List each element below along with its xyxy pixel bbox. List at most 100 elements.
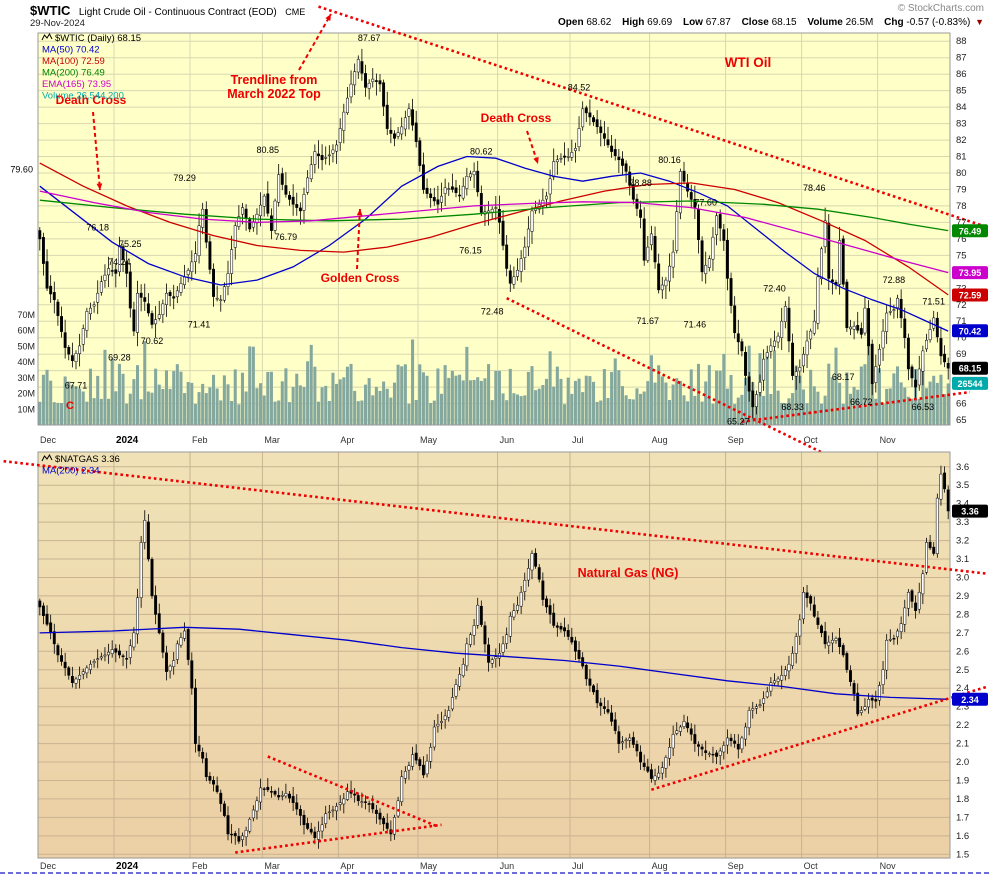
x-axis-label: Feb — [192, 861, 208, 871]
price-label: 74.24 — [108, 257, 131, 267]
natgas-ma200-line — [39, 626, 949, 700]
candles — [38, 48, 950, 419]
x-axis-label: Apr — [340, 861, 354, 871]
quote-row: Open 68.62 High 69.69 Low 67.87 Close 68… — [550, 17, 984, 28]
legend-item: MA(50) 70.42 — [42, 45, 100, 56]
svg-text:40M: 40M — [17, 357, 35, 367]
svg-text:2.9: 2.9 — [956, 591, 969, 602]
grid — [38, 33, 950, 425]
sparkline-icon — [41, 32, 53, 41]
svg-text:3.36: 3.36 — [961, 507, 979, 517]
price-label: 67.71 — [65, 381, 88, 391]
wtic-chart: 79.60 76.18 74.24 75.25 67.71 69.28 70.62 71.41… — [10, 5, 989, 465]
annotation-text: WTI Oil — [725, 55, 772, 70]
sparkline-icon — [41, 453, 53, 462]
quote-open-value: 68.62 — [586, 17, 612, 28]
arrowhead-icon — [96, 183, 103, 190]
arrowhead-icon — [356, 209, 363, 216]
svg-text:3.2: 3.2 — [956, 536, 969, 547]
natgas-background — [38, 510, 950, 540]
axis-badge: 70.42 — [952, 324, 988, 338]
svg-text:3.1: 3.1 — [956, 554, 969, 565]
price-label: 68.33 — [781, 402, 804, 412]
x-axis-label: 2024 — [116, 435, 139, 446]
x-axis-label: 2024 — [116, 861, 139, 872]
annotation-arrow — [298, 13, 332, 71]
x-axis-label: Oct — [804, 861, 819, 871]
natgas-background — [38, 539, 950, 569]
svg-text:50M: 50M — [17, 341, 35, 351]
x-axis-label: Oct — [804, 435, 819, 445]
svg-text:2.4: 2.4 — [956, 683, 969, 694]
svg-text:2.3: 2.3 — [956, 702, 969, 713]
price-label: 70.62 — [141, 336, 164, 346]
natgas-background — [38, 771, 950, 801]
axis-badge: 72.59 — [952, 288, 988, 302]
price-label: 75.25 — [119, 239, 142, 249]
annotation-arrow — [356, 208, 361, 270]
price-label: 72.48 — [481, 306, 504, 316]
price-label: 71.41 — [188, 320, 211, 330]
legend-item: $WTIC (Daily) 68.15 — [55, 33, 141, 44]
svg-text:86: 86 — [956, 69, 967, 80]
axis-badge: 73.95 — [952, 266, 988, 280]
volume-axis: 70M 60M 50M 40M 30M 20M 10M — [17, 310, 35, 414]
arrowhead-icon — [325, 14, 331, 21]
svg-text:3.4: 3.4 — [956, 499, 969, 510]
annotation-text: March 2022 Top — [227, 87, 321, 101]
x-axis-label: Mar — [264, 435, 280, 445]
quote-change-value: -0.57 (-0.83%) — [906, 17, 971, 28]
price-label: 80.62 — [470, 147, 493, 157]
svg-text:3.5: 3.5 — [956, 480, 969, 491]
svg-text:1.5: 1.5 — [956, 849, 969, 860]
price-label: 71.67 — [637, 316, 660, 326]
legend-item: MA(200) 76.49 — [42, 68, 105, 79]
trendline — [235, 823, 442, 854]
plot-border — [37, 451, 951, 859]
svg-text:65: 65 — [956, 415, 967, 426]
annotation-text: Golden Cross — [321, 271, 400, 285]
x-axis-label: Jul — [572, 435, 584, 445]
quote-close-value: 68.15 — [771, 17, 797, 28]
svg-text:71: 71 — [956, 316, 967, 327]
price-label: 79.29 — [173, 173, 196, 183]
grid — [38, 452, 950, 858]
annotation-text: C — [66, 400, 74, 412]
price-label: 71.51 — [922, 297, 945, 307]
price-label: 69.28 — [108, 353, 131, 363]
svg-text:72: 72 — [956, 300, 967, 311]
natgas-background — [38, 800, 950, 830]
trendline — [3, 459, 989, 576]
svg-text:76.49: 76.49 — [959, 226, 982, 236]
x-axis: Dec 2024 Feb Mar Apr May Jun Jul Aug Sep Oct Nov — [40, 435, 896, 446]
x-axis-label: Mar — [264, 861, 280, 871]
price-label: 71.46 — [684, 320, 707, 330]
quote-open: Open 68.62 — [558, 17, 611, 28]
svg-text:85: 85 — [956, 86, 967, 97]
quote-change: Chg -0.57 (-0.83%) — [884, 17, 970, 28]
svg-text:82: 82 — [956, 135, 967, 146]
svg-text:76: 76 — [956, 234, 967, 245]
quote-low-value: 67.87 — [705, 17, 731, 28]
svg-text:80: 80 — [956, 168, 967, 179]
price-label: 87.67 — [358, 33, 381, 43]
stockcharts-credit[interactable]: © StockCharts.com — [897, 3, 984, 14]
quote-close-label: Close — [741, 17, 769, 28]
change-down-arrow-icon: ▼ — [975, 17, 984, 27]
svg-text:78: 78 — [956, 201, 967, 212]
wtic-background — [38, 33, 950, 425]
price-label: 80.16 — [658, 155, 681, 165]
axis-badge: 26544 — [952, 376, 988, 390]
svg-text:2.7: 2.7 — [956, 628, 969, 639]
price-label: 77.60 — [694, 198, 717, 208]
svg-text:70.42: 70.42 — [959, 326, 982, 336]
svg-text:2.2: 2.2 — [956, 720, 969, 731]
svg-text:66: 66 — [956, 399, 967, 410]
trendline — [506, 297, 844, 465]
svg-text:2.8: 2.8 — [956, 609, 969, 620]
natgas-background — [38, 713, 950, 743]
trendline — [267, 755, 439, 828]
svg-text:77: 77 — [956, 217, 967, 228]
price-label: 68.17 — [832, 372, 855, 382]
